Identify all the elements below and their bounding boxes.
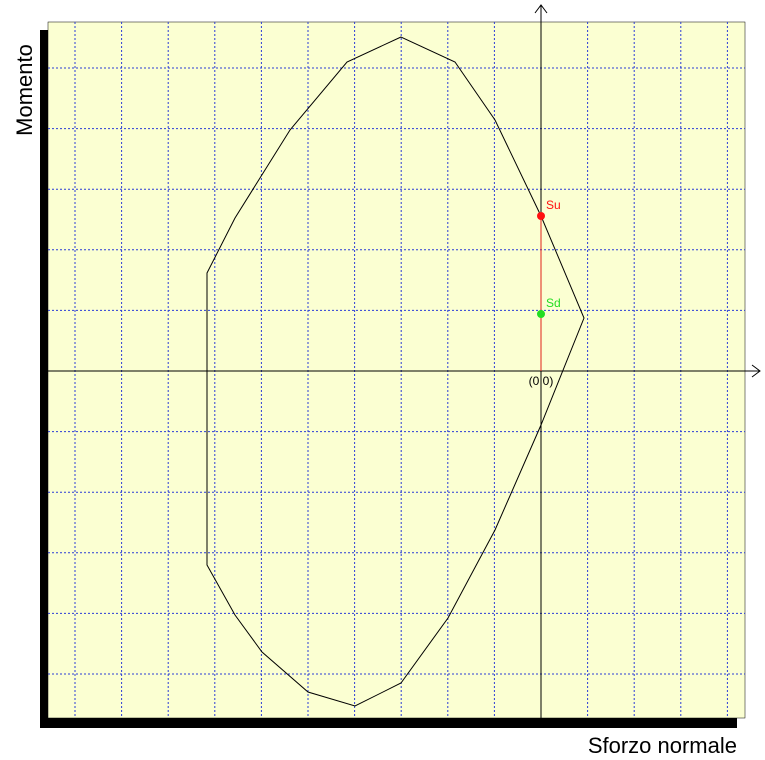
x-axis-label: Sforzo normale: [588, 733, 737, 758]
origin-label: (0 0): [529, 374, 554, 388]
y-axis-label: Momento: [12, 44, 37, 136]
x-axis-arrow: [751, 364, 761, 378]
grid: [48, 22, 745, 718]
plot-panel: [47, 21, 746, 719]
su-point: [537, 212, 545, 220]
y-axis-arrow: [534, 4, 548, 14]
su-label: Su: [546, 198, 561, 212]
sd-label: Sd: [546, 296, 561, 310]
sd-point: [537, 310, 545, 318]
